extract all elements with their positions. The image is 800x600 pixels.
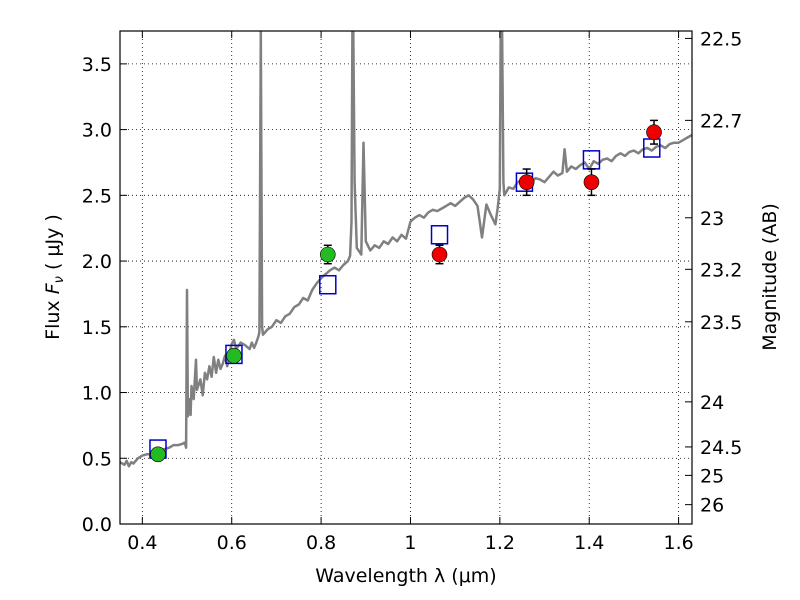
y-tick-label: 1.0 xyxy=(82,383,112,405)
grid xyxy=(120,31,692,525)
right-tick-label: 26 xyxy=(700,495,724,517)
right-tick-label: 22.5 xyxy=(700,28,742,50)
photometry-point xyxy=(518,174,535,190)
x-tick-label: 0.6 xyxy=(217,532,247,554)
photometry-point xyxy=(583,174,600,190)
right-tick-label: 23.5 xyxy=(700,312,742,334)
ticks: 0.4 0.6 0.8 1 1.2 1.4 1.6 0.0 0.5 1.0 1.5 2.0 2.5 3.0… xyxy=(82,28,743,554)
photometry-point xyxy=(150,446,166,463)
photometry-point xyxy=(226,347,242,364)
right-tick-label: 25 xyxy=(700,465,724,487)
model-photometry-square xyxy=(430,225,449,245)
right-tick-label: 24.5 xyxy=(700,437,742,459)
y-tick-label: 1.5 xyxy=(82,317,112,339)
x-tick-label: 1.4 xyxy=(574,532,604,554)
x-tick-label: 1.6 xyxy=(663,532,693,554)
right-tick-label: 24 xyxy=(700,392,724,414)
y-tick-label: 0.5 xyxy=(82,448,112,470)
x-axis-title: Wavelength λ (μm) xyxy=(315,565,496,587)
x-tick-label: 1 xyxy=(404,532,416,554)
y-tick-label: 3.0 xyxy=(82,120,112,142)
data-area xyxy=(120,31,692,468)
right-axis-title: Magnitude (AB) xyxy=(759,203,781,351)
right-tick-label: 23.2 xyxy=(700,259,742,281)
y-axis-title: Flux Fν ( μJy ) xyxy=(42,214,67,340)
y-tick-label: 2.0 xyxy=(82,251,112,273)
photometry-point xyxy=(646,124,662,141)
plot-frame xyxy=(119,30,693,525)
x-tick-label: 1.2 xyxy=(485,532,515,554)
right-tick-label: 22.7 xyxy=(700,110,742,132)
x-tick-label: 0.4 xyxy=(127,532,157,554)
photometry-point xyxy=(431,246,448,263)
photometry-point xyxy=(319,246,336,263)
right-tick-label: 23 xyxy=(700,208,724,230)
y-tick-label: 0.0 xyxy=(82,514,112,536)
x-tick-label: 0.8 xyxy=(306,532,336,554)
y-tick-label: 3.5 xyxy=(82,54,112,76)
model-photometry-square xyxy=(319,274,337,295)
spectrum-line xyxy=(120,31,692,468)
y-tick-label: 2.5 xyxy=(82,185,112,207)
